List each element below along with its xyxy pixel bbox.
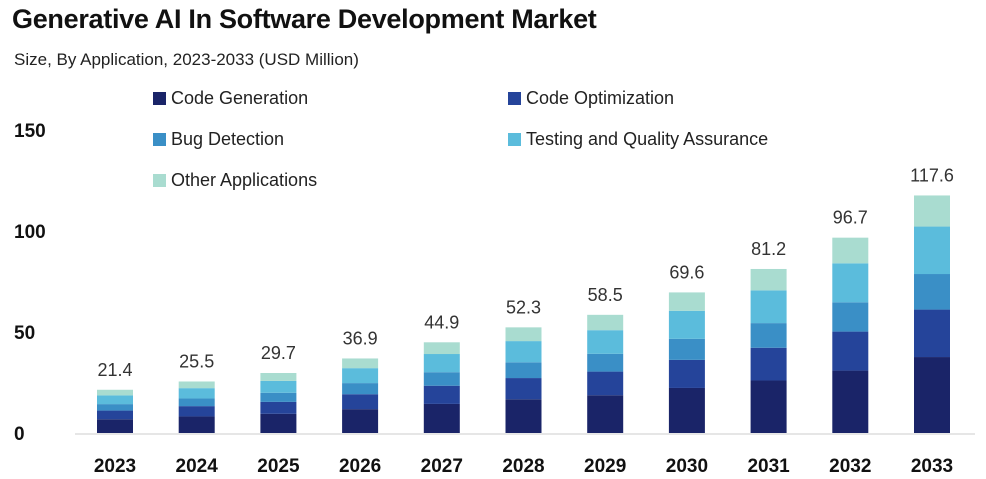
- bar-segment-bug-detection: [750, 323, 787, 348]
- x-tick-label: 2033: [911, 456, 953, 477]
- y-tick-label: 100: [14, 222, 46, 243]
- bar-segment-bug-detection: [342, 383, 379, 395]
- bar-segment-other-applications: [587, 314, 624, 331]
- legend-label: Other Applications: [171, 170, 317, 190]
- bar-segment-code-generation: [342, 409, 379, 433]
- chart-subtitle: Size, By Application, 2023-2033 (USD Mil…: [14, 50, 359, 69]
- bar-segment-code-optimization: [914, 309, 950, 358]
- bar-segment-testing-and-quality-assurance: [750, 290, 787, 324]
- y-tick-label: 0: [14, 424, 25, 445]
- bar-segment-other-applications: [668, 292, 705, 311]
- bar-segment-code-generation: [832, 370, 869, 433]
- bar-segment-bug-detection: [914, 274, 950, 310]
- x-tick-label: 2024: [176, 456, 219, 477]
- bar-segment-code-optimization: [178, 406, 215, 417]
- bar-segment-code-optimization: [342, 394, 379, 410]
- x-tick-label: 2028: [502, 456, 544, 477]
- x-tick-label: 2023: [94, 456, 136, 477]
- bar-segment-code-generation: [668, 387, 705, 433]
- legend-swatch: [153, 174, 166, 187]
- bar-segment-code-generation: [914, 357, 950, 433]
- bar-segment-other-applications: [178, 381, 215, 389]
- bar-segment-code-generation: [587, 395, 624, 433]
- bar-total-label: 44.9: [424, 312, 459, 332]
- bar-segment-testing-and-quality-assurance: [178, 388, 215, 399]
- legend-label: Code Optimization: [526, 88, 674, 108]
- bar-segment-code-generation: [260, 413, 297, 433]
- bar-segment-testing-and-quality-assurance: [342, 368, 379, 384]
- bar-segment-other-applications: [914, 195, 950, 227]
- x-tick-label: 2032: [829, 456, 871, 477]
- bar-segment-other-applications: [423, 342, 460, 355]
- legend-swatch: [508, 92, 521, 105]
- bar-total-label: 25.5: [179, 351, 214, 371]
- legend-swatch: [153, 133, 166, 146]
- x-tick-label: 2025: [257, 456, 300, 477]
- legend-label: Bug Detection: [171, 129, 284, 149]
- y-tick-label: 50: [14, 323, 35, 344]
- x-tick-label: 2030: [666, 456, 708, 477]
- legend-label: Testing and Quality Assurance: [526, 129, 768, 149]
- legend-label: Code Generation: [171, 88, 308, 108]
- chart-title: Generative AI In Software Development Ma…: [12, 4, 597, 34]
- bar-segment-bug-detection: [97, 404, 133, 411]
- bar-segment-code-optimization: [505, 378, 542, 400]
- bar-segment-code-generation: [750, 380, 787, 433]
- bar-segment-other-applications: [505, 327, 542, 342]
- bar-segment-code-optimization: [668, 359, 705, 388]
- bar-total-label: 117.6: [910, 165, 954, 185]
- bar-segment-other-applications: [260, 373, 297, 381]
- legend-swatch: [508, 133, 521, 146]
- x-tick-label: 2031: [747, 456, 790, 477]
- bar-total-label: 21.4: [97, 360, 132, 380]
- bar-segment-bug-detection: [260, 392, 297, 402]
- bar-segment-code-generation: [505, 399, 542, 433]
- bar-segment-other-applications: [342, 358, 379, 369]
- bar-segment-other-applications: [750, 268, 787, 291]
- bar-segment-code-optimization: [97, 410, 133, 420]
- bar-segment-testing-and-quality-assurance: [668, 310, 705, 339]
- bar-segment-other-applications: [97, 389, 133, 396]
- bar-total-label: 96.7: [833, 208, 868, 228]
- x-tick-label: 2027: [421, 456, 463, 477]
- bar-segment-code-optimization: [260, 401, 297, 414]
- bar-segment-bug-detection: [832, 302, 869, 332]
- bar-segment-code-optimization: [832, 331, 869, 371]
- bar-total-label: 81.2: [751, 239, 786, 259]
- bar-segment-testing-and-quality-assurance: [587, 330, 624, 354]
- bar-segment-code-generation: [178, 416, 215, 433]
- bar-segment-bug-detection: [423, 372, 460, 386]
- bar-segment-testing-and-quality-assurance: [260, 380, 297, 393]
- bar-segment-other-applications: [832, 237, 869, 264]
- bar-segment-code-generation: [423, 403, 460, 433]
- bar-segment-testing-and-quality-assurance: [423, 354, 460, 373]
- y-tick-label: 150: [14, 121, 46, 142]
- bar-segment-bug-detection: [587, 353, 624, 372]
- bar-total-label: 36.9: [343, 328, 378, 348]
- bar-total-label: 29.7: [261, 343, 296, 363]
- bar-total-label: 69.6: [669, 262, 704, 282]
- bar-segment-code-optimization: [750, 347, 787, 381]
- bar-segment-bug-detection: [505, 362, 542, 379]
- bar-segment-bug-detection: [668, 338, 705, 360]
- bar-segment-testing-and-quality-assurance: [505, 341, 542, 363]
- bar-segment-testing-and-quality-assurance: [832, 263, 869, 303]
- bar-segment-code-optimization: [423, 385, 460, 404]
- bar-segment-testing-and-quality-assurance: [914, 226, 950, 275]
- x-tick-label: 2026: [339, 456, 381, 477]
- x-tick-label: 2029: [584, 456, 626, 477]
- bar-segment-bug-detection: [178, 398, 215, 407]
- bar-segment-testing-and-quality-assurance: [97, 395, 133, 405]
- bar-segment-code-generation: [97, 419, 133, 433]
- bar-segment-code-optimization: [587, 371, 624, 396]
- bar-total-label: 52.3: [506, 297, 541, 317]
- legend-swatch: [153, 92, 166, 105]
- bar-total-label: 58.5: [588, 285, 623, 305]
